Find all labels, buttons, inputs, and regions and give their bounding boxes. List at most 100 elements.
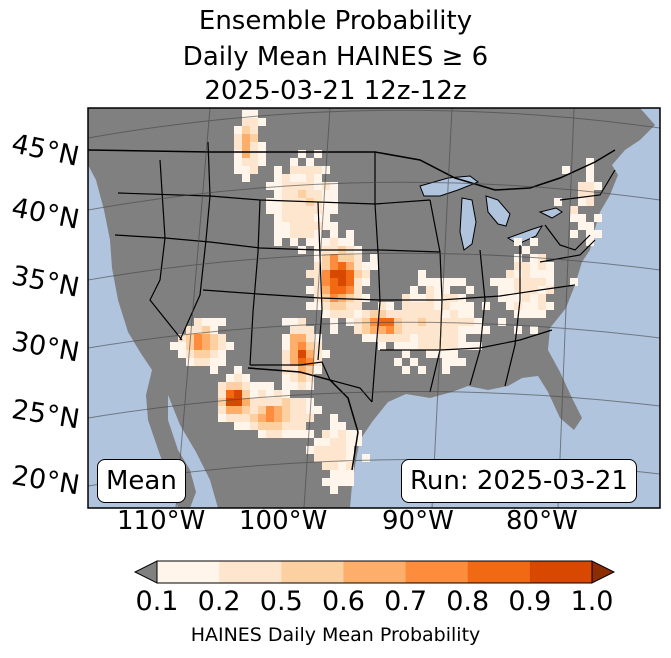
probability-cell [290,406,298,414]
probability-cell [450,358,458,366]
probability-cell [234,126,242,134]
map-title-line-1: Ensemble Probability [198,6,473,36]
probability-cell [290,430,298,438]
probability-cell [370,262,378,270]
mean-box: Mean [97,459,186,503]
probability-cell [330,318,338,326]
colorbar-over-arrow [591,560,616,584]
probability-cell [330,278,338,286]
probability-cell [338,310,346,318]
probability-cell [346,230,354,238]
probability-cell [434,334,442,342]
probability-cell [218,358,226,366]
probability-cell [306,334,314,342]
probability-cell [450,294,458,302]
probability-cell [186,358,194,366]
probability-cell [298,398,306,406]
probability-cell [322,206,330,214]
probability-cell [314,366,322,374]
probability-cell [258,406,266,414]
probability-cell [290,334,298,342]
probability-cell [298,406,306,414]
probability-cell [506,302,514,310]
probability-cell [306,342,314,350]
probability-cell [450,350,458,358]
probability-cell [226,398,234,406]
probability-cell [522,270,530,278]
probability-cell [338,470,346,478]
probability-cell [466,310,474,318]
probability-cell [298,374,306,382]
probability-cell [346,446,354,454]
probability-cell [210,342,218,350]
probability-cell [306,230,314,238]
probability-cell [298,358,306,366]
probability-cell [314,342,322,350]
probability-cell [570,230,578,238]
colorbar-label: HAINES Daily Mean Probability [190,624,481,646]
probability-cell [330,262,338,270]
probability-cell [322,462,330,470]
probability-cell [298,174,306,182]
probability-cell [282,174,290,182]
probability-cell [498,278,506,286]
probability-cell [314,262,322,270]
probability-cell [538,278,546,286]
probability-cell [354,262,362,270]
probability-cell [354,302,362,310]
probability-cell [402,366,410,374]
probability-cell [306,214,314,222]
probability-cell [218,318,226,326]
probability-cell [410,334,418,342]
probability-cell [202,334,210,342]
probability-cell [402,310,410,318]
probability-cell [418,342,426,350]
run-date-box: Run: 2025-03-21 [401,459,637,503]
probability-cell [594,214,602,222]
probability-cell [250,414,258,422]
probability-cell [298,342,306,350]
probability-cell [426,350,434,358]
probability-cell [202,358,210,366]
probability-cell [330,190,338,198]
probability-cell [314,334,322,342]
probability-cell [194,350,202,358]
probability-cell [386,310,394,318]
probability-cell [354,278,362,286]
probability-cell [250,110,258,118]
probability-cell [274,230,282,238]
probability-cell [426,302,434,310]
probability-cell [570,214,578,222]
probability-cell [578,182,586,190]
probability-cell [282,382,290,390]
probability-cell [530,310,538,318]
probability-cell [522,262,530,270]
probability-cell [338,462,346,470]
map-title-line-3: 2025-03-21 12z-12z [204,76,467,106]
colorbar-tick-label: 0.7 [384,586,428,617]
probability-cell [282,318,290,326]
probability-cell [330,454,338,462]
probability-cell [530,326,538,334]
probability-cell [322,310,330,318]
probability-cell [274,390,282,398]
probability-cell [410,294,418,302]
probability-cell [282,358,290,366]
probability-cell [274,238,282,246]
probability-cell [402,326,410,334]
probability-cell [506,278,514,286]
probability-cell [306,382,314,390]
probability-cell [426,294,434,302]
probability-cell [266,422,274,430]
probability-cell [346,430,354,438]
probability-cell [514,286,522,294]
probability-cell [242,174,250,182]
probability-cell [218,406,226,414]
probability-cell [346,462,354,470]
probability-cell [322,190,330,198]
probability-cell [338,238,346,246]
probability-cell [322,254,330,262]
probability-cell [298,150,306,158]
probability-cell [530,294,538,302]
probability-cell [298,334,306,342]
